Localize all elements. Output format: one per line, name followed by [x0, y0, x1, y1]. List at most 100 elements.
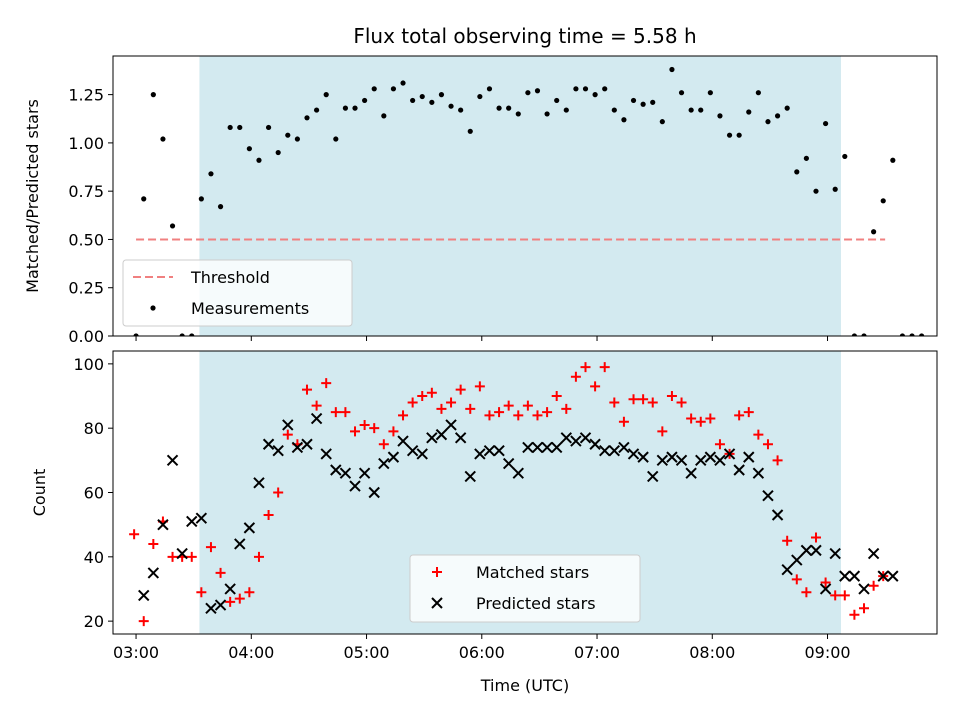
measurements-point: [880, 198, 886, 204]
predicted-stars-point: [675, 454, 688, 467]
predicted-stars-point: [454, 432, 467, 444]
y-tick-label: 80: [84, 419, 104, 438]
matched-stars-point: [599, 362, 610, 373]
predicted-stars-point: [819, 583, 832, 595]
matched-stars-point: [638, 394, 649, 405]
measurements-point: [429, 99, 435, 105]
predicted-stars-point: [406, 444, 419, 457]
measurements-point: [150, 92, 156, 98]
predicted-stars-point: [330, 464, 342, 476]
predicted-stars-point: [589, 438, 601, 450]
predicted-stars-point: [435, 428, 448, 441]
matched-stars-point: [340, 407, 351, 418]
measurements-point: [400, 80, 406, 86]
measurements-point: [323, 92, 329, 98]
measurements-point: [688, 107, 694, 113]
matched-stars-point: [244, 587, 255, 598]
matched-stars-point: [609, 397, 620, 408]
measurements-point: [333, 136, 339, 142]
predicted-stars-point: [157, 518, 169, 531]
measurements-point: [265, 124, 272, 131]
measurements-point: [592, 92, 598, 98]
y-tick-label: 0.00: [68, 327, 104, 346]
predicted-stars-point: [771, 509, 784, 521]
measurements-point: [525, 90, 531, 96]
measurements-point: [458, 107, 464, 113]
predicted-stars-point: [800, 544, 813, 557]
measurements-point: [909, 333, 915, 336]
matched-stars-point: [446, 397, 457, 408]
predicted-stars-point: [310, 412, 323, 425]
measurements-point: [198, 196, 204, 202]
matched-stars-point: [551, 391, 562, 402]
measurements-point: [477, 93, 483, 100]
measurements-point: [707, 90, 713, 96]
plot-data: [129, 362, 899, 627]
x-tick-label: 08:00: [689, 643, 735, 662]
predicted-stars-point: [695, 454, 707, 467]
matched-stars-point: [253, 551, 264, 562]
measurements-point: [765, 119, 771, 125]
measurements-point: [803, 155, 809, 161]
measurements-point: [746, 109, 752, 115]
matched-stars-point: [580, 362, 591, 373]
predicted-stars-point: [166, 454, 179, 467]
predicted-stars-point: [550, 441, 563, 454]
predicted-stars-point: [877, 570, 889, 582]
matched-stars-point: [513, 410, 524, 421]
matched-stars-point: [714, 439, 725, 450]
predicted-stars-point: [685, 467, 697, 479]
measurements-point: [275, 149, 281, 156]
measurements-point: [563, 107, 569, 113]
predicted-stars-point: [301, 438, 313, 450]
predicted-stars-point: [599, 444, 611, 457]
measurements-point: [794, 169, 800, 175]
measurements-point: [506, 105, 512, 111]
predicted-stars-point: [426, 432, 438, 444]
measurements-point: [160, 136, 166, 142]
measurements-point: [630, 97, 637, 104]
measurements-point: [582, 86, 589, 92]
matched-stars-point: [705, 413, 716, 424]
measurements-point: [611, 107, 617, 113]
matched-stars-point: [868, 580, 879, 591]
predicted-stars-point: [397, 435, 409, 447]
predicted-stars-point: [829, 547, 841, 560]
matched-stars-point: [234, 593, 245, 604]
matched-stars-point: [820, 577, 831, 588]
matched-stars-point: [465, 403, 476, 414]
predicted-stars-point: [224, 583, 236, 595]
measurements-point: [227, 124, 233, 131]
legend-matched-stars-label: Matched stars: [476, 563, 589, 582]
measurements-point: [313, 107, 320, 113]
measurements-point: [362, 97, 368, 104]
matched-stars-point: [839, 590, 850, 601]
measurements-point: [573, 86, 579, 92]
matched-stars-point: [859, 603, 870, 614]
predicted-stars-point: [810, 544, 822, 557]
matched-stars-point: [590, 381, 601, 392]
measurements-point: [736, 132, 742, 138]
predicted-stars-point: [867, 547, 880, 560]
predicted-stars-point: [752, 467, 765, 479]
x-tick-label: 05:00: [343, 643, 389, 662]
matched-stars-point: [282, 429, 293, 440]
predicted-stars-point: [656, 454, 669, 467]
predicted-stars-point: [262, 438, 275, 450]
y-tick-label: 0.25: [68, 279, 104, 298]
legend: Matched stars Predicted stars: [409, 554, 641, 623]
x-tick-label: 09:00: [804, 643, 850, 662]
y-tick-label: 100: [73, 355, 104, 374]
measurements-point: [774, 113, 781, 119]
measurements-point: [659, 119, 665, 125]
predicted-stars-point: [522, 441, 534, 454]
matched-stars-point: [782, 535, 793, 546]
matched-stars-point: [849, 609, 860, 620]
predicted-stars-point: [560, 432, 573, 444]
plot-frame: [112, 55, 938, 337]
x-tick-label: 04:00: [228, 643, 274, 662]
matched-stars-point: [830, 590, 841, 601]
matched-stars-point: [647, 397, 658, 408]
matched-stars-point: [676, 397, 687, 408]
matched-stars-point: [388, 426, 399, 437]
